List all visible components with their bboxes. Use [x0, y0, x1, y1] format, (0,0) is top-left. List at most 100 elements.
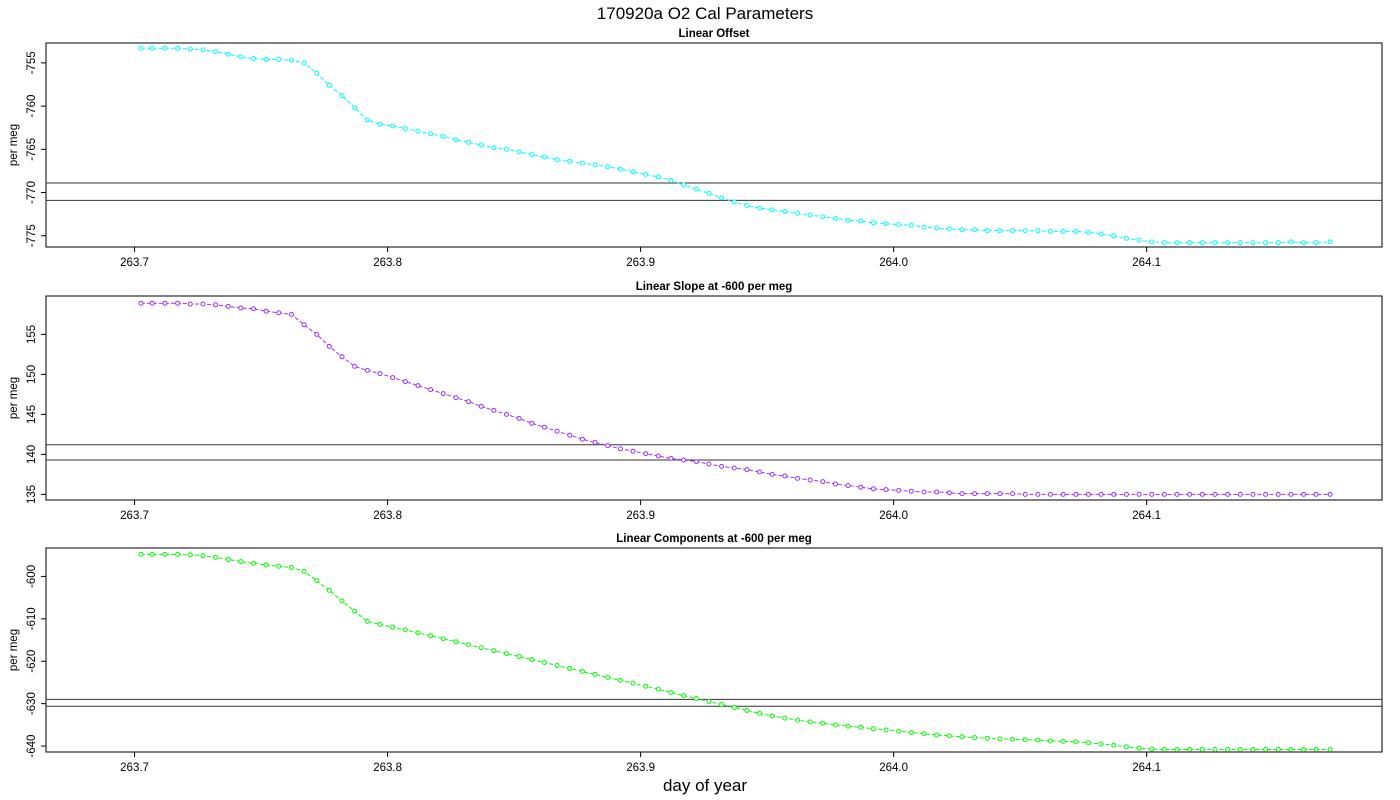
data-point [1301, 746, 1307, 752]
data-point [668, 455, 674, 461]
data-point [744, 707, 750, 713]
data-point [997, 736, 1003, 742]
data-point [301, 322, 307, 328]
data-point [719, 701, 725, 707]
data-point [390, 624, 396, 630]
data-point [984, 735, 990, 741]
data-point [807, 719, 813, 725]
data-point [402, 126, 408, 132]
data-point [731, 465, 737, 471]
data-point [1263, 240, 1269, 246]
data-point [1073, 739, 1079, 745]
data-point [1010, 736, 1016, 742]
y-tick-label: 150 [26, 365, 38, 384]
data-point [288, 565, 294, 571]
data-point [1275, 746, 1281, 752]
data-point [1111, 742, 1117, 748]
data-point [769, 713, 775, 719]
data-point [1199, 491, 1205, 497]
y-axis-label: per meg [8, 377, 20, 419]
data-point [807, 477, 813, 483]
y-tick-label: 140 [26, 445, 38, 464]
data-point [1187, 240, 1193, 246]
data-point [782, 209, 788, 215]
data-point [478, 645, 484, 651]
data-point [1327, 746, 1333, 752]
data-point [820, 214, 826, 220]
data-point [997, 491, 1003, 497]
data-point [1187, 746, 1193, 752]
data-point [706, 461, 712, 467]
data-point [908, 488, 914, 494]
data-point [1123, 491, 1129, 497]
data-point [162, 300, 168, 306]
data-point [757, 205, 763, 211]
x-tick-label: 264.1 [1132, 510, 1161, 522]
data-point [997, 228, 1003, 234]
data-point [908, 729, 914, 735]
data-point [795, 475, 800, 481]
data-point [681, 182, 687, 188]
x-tick-label: 263.8 [373, 510, 402, 522]
series-line [140, 553, 1331, 750]
data-point [605, 674, 611, 680]
data-point [541, 660, 547, 666]
data-point [934, 732, 940, 738]
data-point [807, 212, 813, 218]
data-point [364, 117, 370, 123]
data-point [630, 169, 636, 175]
data-point [655, 453, 661, 459]
data-point [225, 51, 231, 57]
data-point [276, 56, 282, 62]
data-point [390, 375, 396, 381]
data-point [213, 554, 219, 560]
data-point [326, 82, 332, 88]
data-point [1187, 491, 1193, 497]
x-tick-label: 263.8 [373, 257, 402, 269]
data-point [617, 446, 623, 452]
data-point [959, 227, 965, 233]
data-point [1010, 228, 1016, 234]
data-point [921, 731, 927, 737]
data-point [1263, 491, 1269, 497]
data-point [1174, 491, 1180, 497]
data-point [832, 215, 838, 221]
data-point [693, 696, 699, 702]
data-point [693, 459, 699, 465]
data-point [238, 54, 244, 60]
data-point [845, 483, 851, 489]
data-point [1048, 228, 1054, 234]
x-tick-label: 263.9 [626, 762, 655, 774]
data-point [200, 301, 206, 307]
data-point [1212, 240, 1218, 246]
data-point [845, 217, 851, 223]
data-point [795, 717, 800, 723]
data-point [681, 693, 687, 699]
data-point [1035, 228, 1041, 234]
panel-title: Linear Offset [679, 28, 750, 40]
data-point [263, 562, 269, 568]
data-point [731, 704, 737, 710]
y-tick-label: -630 [26, 692, 38, 715]
data-point [567, 158, 573, 164]
data-point [516, 415, 522, 421]
data-point [782, 473, 788, 479]
data-point [1250, 240, 1256, 246]
data-point [225, 303, 231, 309]
data-point [288, 311, 294, 317]
data-point [138, 300, 144, 306]
plot-frame [45, 547, 1383, 753]
data-point [883, 487, 889, 493]
data-point [934, 489, 940, 495]
data-point [1250, 491, 1256, 497]
data-point [1073, 228, 1079, 234]
data-point [984, 491, 990, 497]
y-tick-label: 145 [26, 405, 38, 424]
data-point [681, 457, 687, 463]
data-point [946, 226, 952, 232]
data-point [1301, 240, 1307, 246]
data-point [706, 190, 712, 196]
data-point [984, 228, 990, 234]
data-point [238, 305, 244, 311]
data-point [541, 154, 547, 160]
